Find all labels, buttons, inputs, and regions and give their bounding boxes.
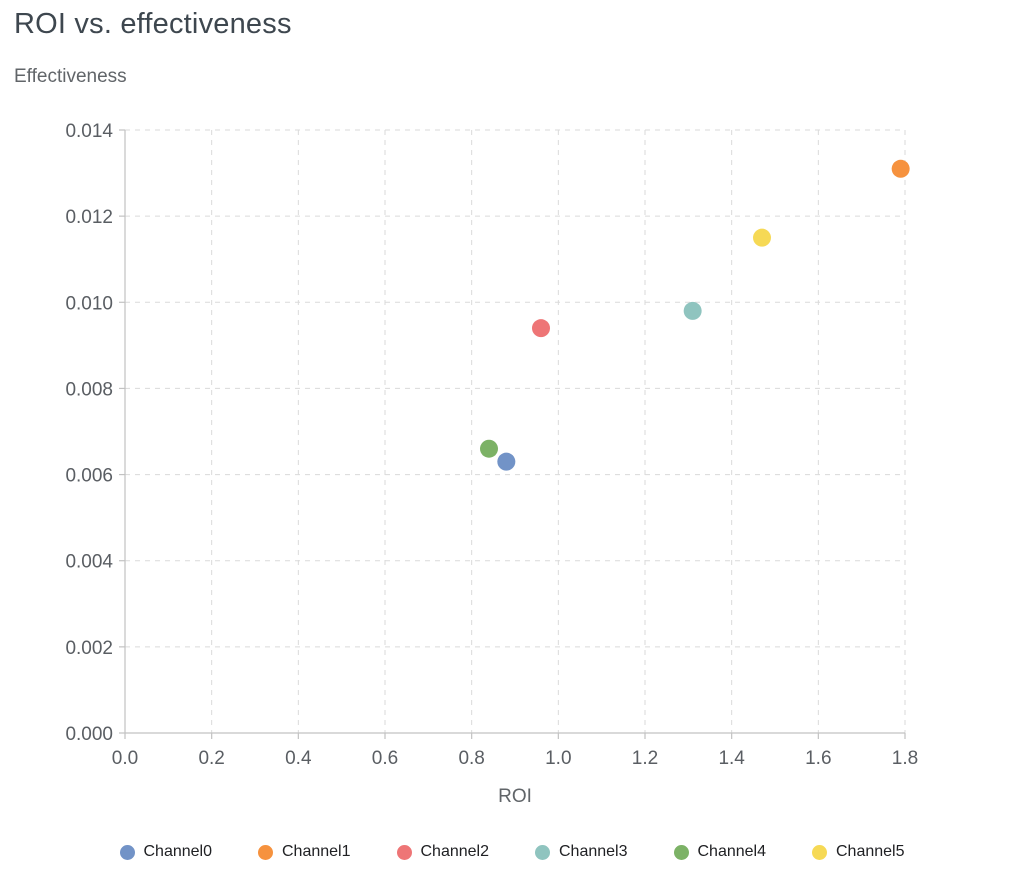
legend-label: Channel0 [143,843,213,860]
legend-dot-icon [396,844,412,860]
y-tick-label: 0.014 [65,121,113,142]
legend-item-channel0[interactable]: Channel0 [119,843,213,861]
x-tick-label: 0.6 [372,748,398,769]
legend-label: Channel4 [697,843,767,860]
y-tick-label: 0.004 [65,552,113,573]
y-tick-label: 0.006 [65,466,113,487]
legend-dot-icon [812,844,827,860]
legend-dot-icon [535,844,550,860]
y-tick-label: 0.002 [65,638,113,659]
legend-item-channel3[interactable]: Channel3 [535,843,628,861]
legend-label: Channel5 [836,843,905,860]
scatter-point-channel3[interactable] [683,301,702,320]
y-tick-label: 0.000 [65,724,113,745]
scatter-point-channel2[interactable] [532,319,550,338]
x-axis-title: ROI [498,786,532,807]
x-tick-label: 1.0 [545,748,571,769]
legend-item-channel1[interactable]: Channel1 [258,843,351,861]
scatter-point-channel1[interactable] [891,159,910,178]
legend-label: Channel2 [420,843,490,860]
x-tick-label: 0.2 [198,748,224,769]
x-tick-label: 0.4 [285,748,312,769]
legend-dot-icon [119,844,135,860]
legend-dot-icon [258,844,273,860]
x-tick-label: 1.4 [718,748,745,769]
x-tick-label: 1.2 [632,748,658,769]
y-tick-label: 0.012 [65,207,113,228]
scatter-point-channel0[interactable] [497,452,516,471]
y-axis-title: Effectiveness [14,66,127,87]
x-tick-label: 1.8 [892,748,918,769]
x-tick-label: 1.6 [805,748,831,769]
legend-label: Channel1 [282,843,351,860]
legend: Channel0 Channel1 Channel2 Channel3 Channel4… [0,843,1024,861]
legend-item-channel4[interactable]: Channel4 [673,843,767,861]
legend-label: Channel3 [559,843,628,860]
chart-title: ROI vs. effectiveness [14,8,292,40]
scatter-point-channel5[interactable] [753,228,771,247]
y-tick-label: 0.010 [65,293,113,314]
y-tick-label: 0.008 [65,379,113,400]
legend-item-channel5[interactable]: Channel5 [812,843,905,861]
legend-dot-icon [673,844,689,860]
scatter-point-channel4[interactable] [480,439,498,458]
x-tick-label: 0.8 [458,748,484,769]
x-tick-label: 0.0 [112,748,138,769]
legend-item-channel2[interactable]: Channel2 [396,843,490,861]
